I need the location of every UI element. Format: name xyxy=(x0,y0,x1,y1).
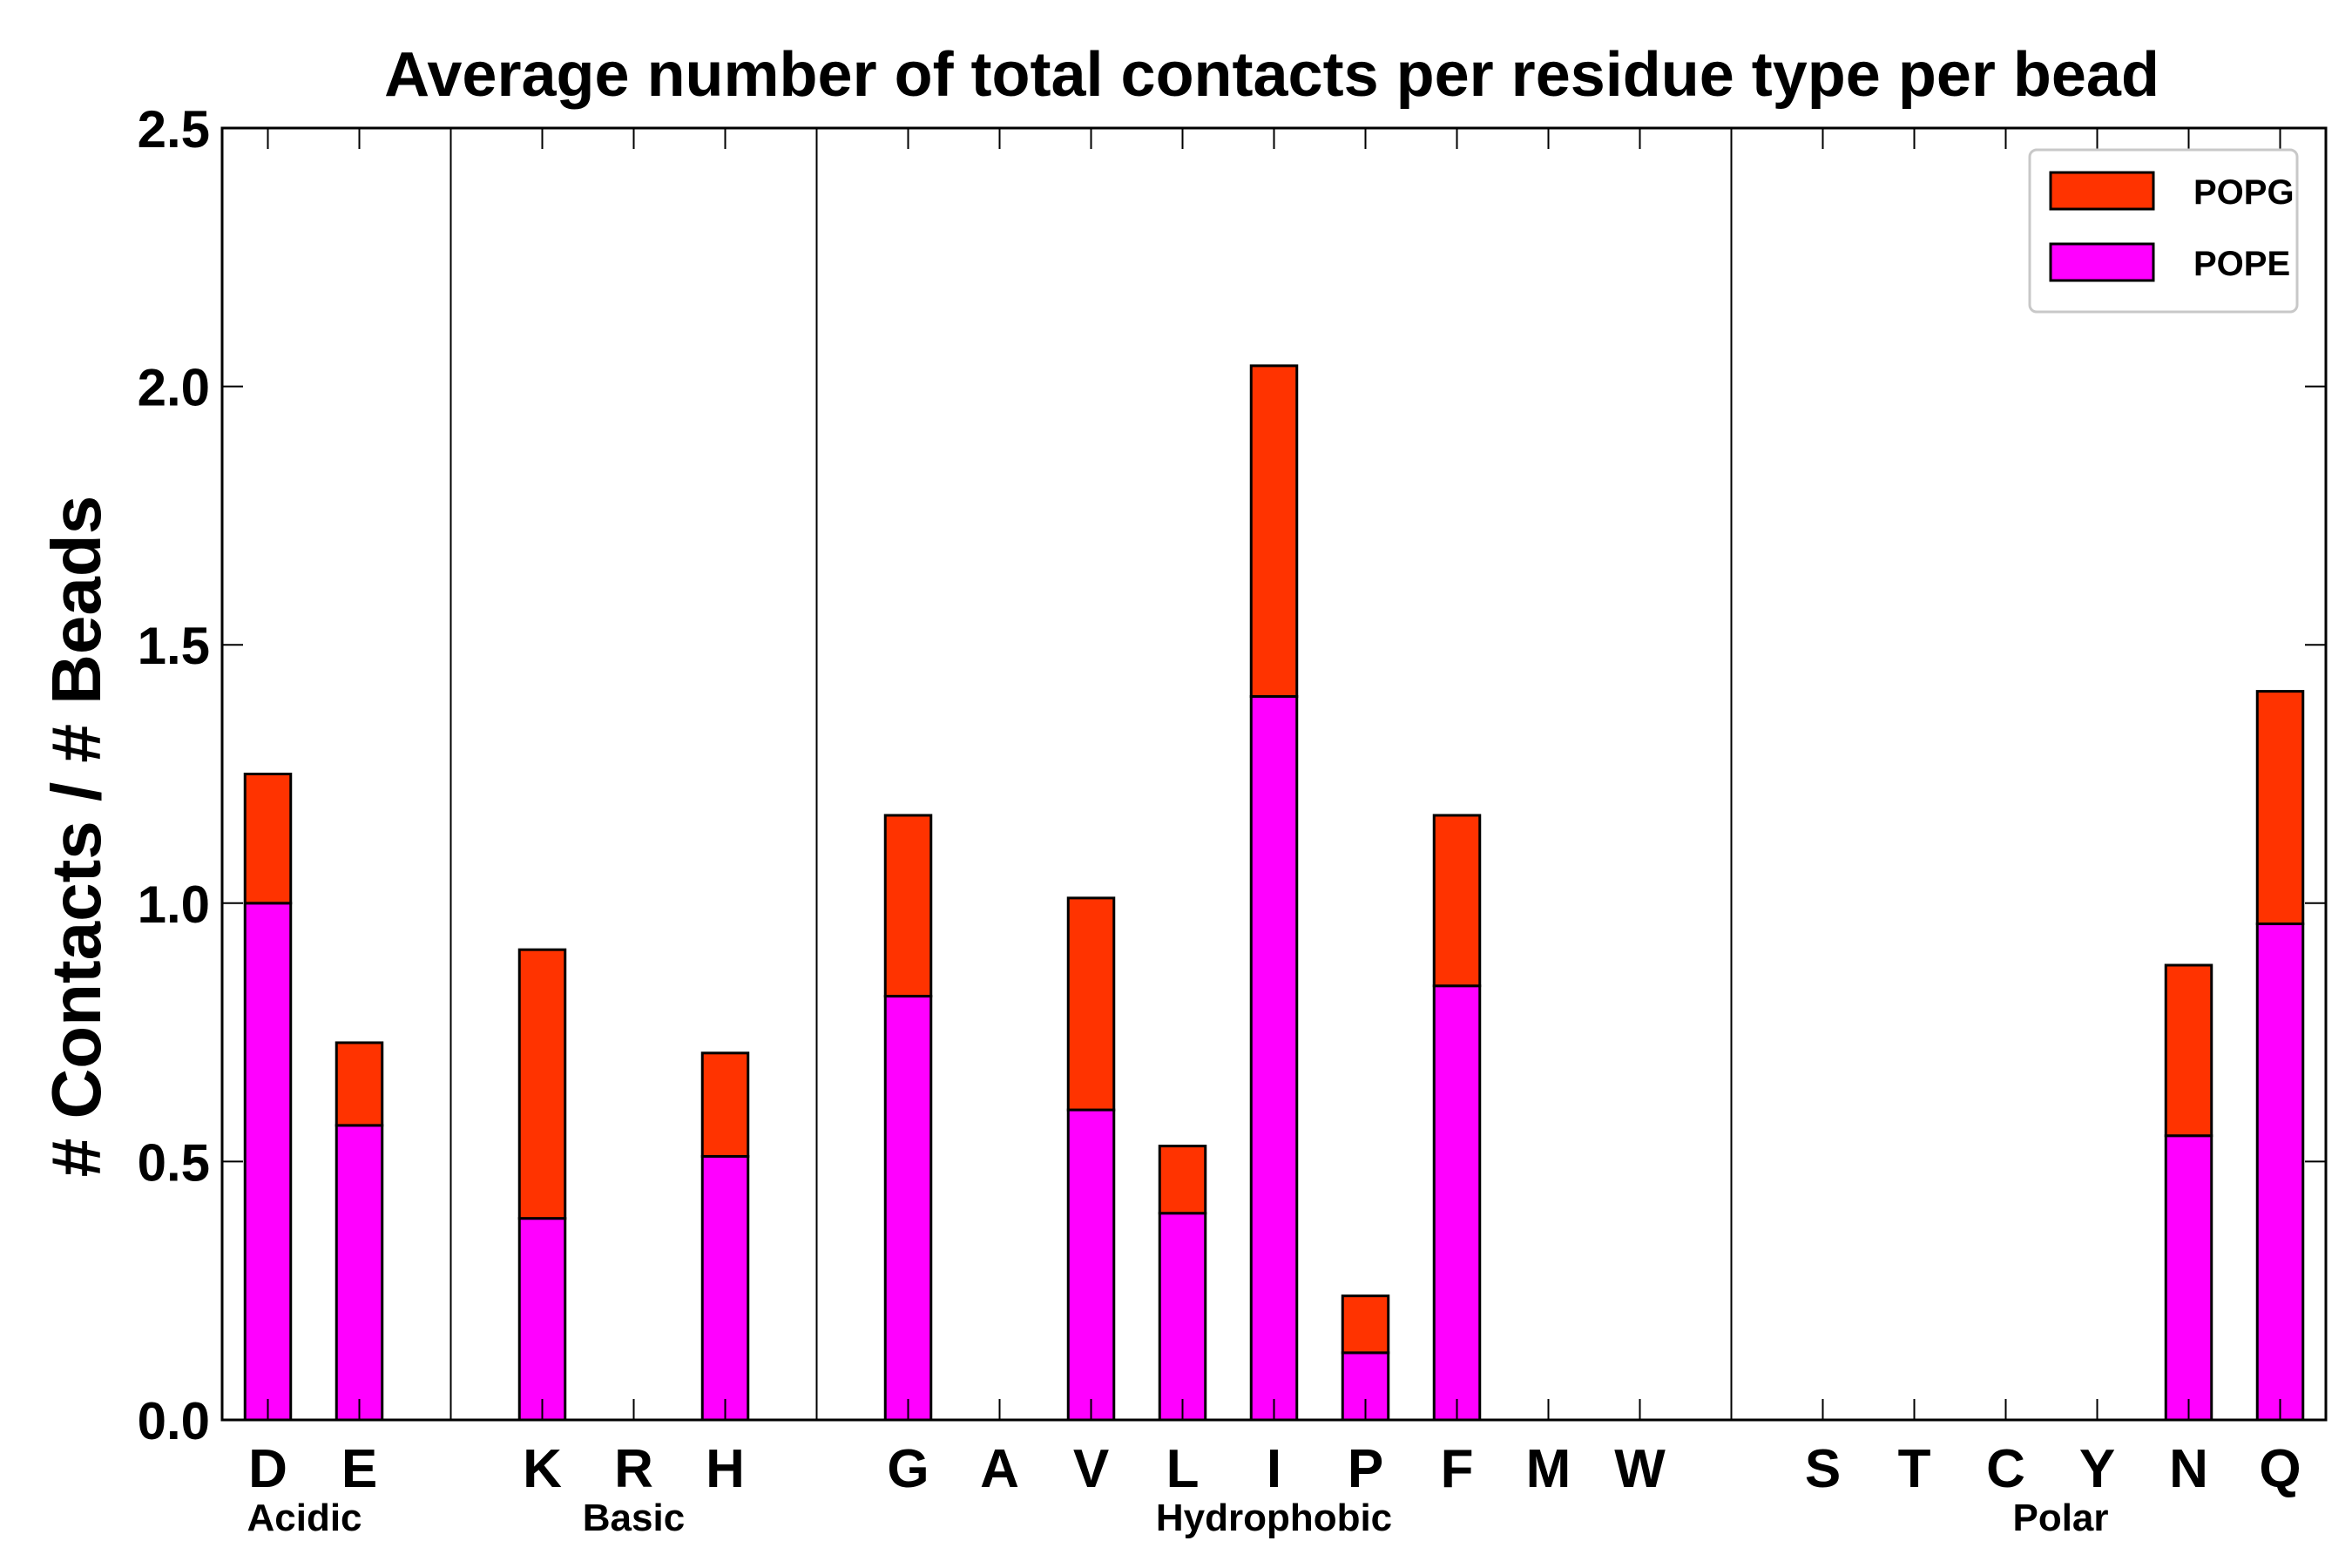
legend-swatch-popg xyxy=(2049,171,2155,211)
xtick-label-C: C xyxy=(1986,1439,2025,1499)
xtick-label-E: E xyxy=(341,1439,377,1499)
group-labels: Acidic Basic Hydrophobic Polar xyxy=(247,1497,2108,1539)
bar-popg-L xyxy=(1158,1145,1207,1215)
xtick-label-Y: Y xyxy=(2079,1439,2115,1499)
xtick-label-D: D xyxy=(248,1439,287,1499)
ytick-label-1.5: 1.5 xyxy=(138,617,210,675)
group-label-hydrophobic: Hydrophobic xyxy=(1156,1497,1392,1539)
bar-pope-H xyxy=(700,1154,750,1422)
bar-pope-K xyxy=(517,1217,567,1422)
bar-popg-K xyxy=(517,948,567,1220)
xtick-label-R: R xyxy=(614,1439,653,1499)
xtick-label-H: H xyxy=(706,1439,745,1499)
bar-pope-E xyxy=(335,1124,384,1422)
group-label-basic: Basic xyxy=(583,1497,685,1539)
bar-pope-V xyxy=(1066,1108,1116,1422)
bar-popg-V xyxy=(1066,896,1116,1112)
ytick-label-1.0: 1.0 xyxy=(138,875,210,934)
xtick-label-M: M xyxy=(1526,1439,1571,1499)
xtick-label-P: P xyxy=(1348,1439,1383,1499)
xtick-label-W: W xyxy=(1614,1439,1666,1499)
bar-popg-P xyxy=(1341,1294,1390,1355)
ytick-label-0.0: 0.0 xyxy=(138,1392,210,1450)
xtick-label-N: N xyxy=(2169,1439,2208,1499)
y-axis-label: # Contacts / # Beads xyxy=(37,496,115,1178)
plot-frame xyxy=(220,126,2328,1422)
xtick-label-F: F xyxy=(1441,1439,1474,1499)
y-axis-ticks: 0.0 0.5 1.0 1.5 2.0 2.5 xyxy=(138,100,2326,1450)
bar-pope-I xyxy=(1249,695,1299,1422)
bars-layer xyxy=(243,364,2305,1422)
bar-pope-L xyxy=(1158,1212,1207,1422)
legend-label-popg: POPG xyxy=(2193,173,2295,212)
bar-popg-H xyxy=(700,1051,750,1158)
legend-swatch-pope xyxy=(2049,242,2155,282)
xtick-label-K: K xyxy=(523,1439,562,1499)
bar-popg-F xyxy=(1432,814,1482,988)
bar-pope-Q xyxy=(2255,923,2305,1422)
chart-title: Average number of total contacts per res… xyxy=(384,40,2159,110)
bar-popg-N xyxy=(2164,963,2213,1138)
xtick-label-Q: Q xyxy=(2259,1439,2301,1499)
legend-label-pope: POPE xyxy=(2193,245,2290,283)
bar-popg-D xyxy=(243,773,293,905)
xtick-label-V: V xyxy=(1073,1439,1109,1499)
ytick-label-2.5: 2.5 xyxy=(138,100,210,159)
ytick-label-2.0: 2.0 xyxy=(138,359,210,417)
xtick-label-G: G xyxy=(887,1439,929,1499)
xtick-label-T: T xyxy=(1898,1439,1931,1499)
xtick-label-S: S xyxy=(1805,1439,1841,1499)
ytick-label-0.5: 0.5 xyxy=(138,1133,210,1192)
xtick-label-I: I xyxy=(1267,1439,1281,1499)
bar-popg-I xyxy=(1249,364,1299,699)
bar-popg-Q xyxy=(2255,690,2305,926)
group-label-acidic: Acidic xyxy=(247,1497,362,1539)
group-label-polar: Polar xyxy=(2012,1497,2108,1539)
legend: POPG POPE xyxy=(2028,148,2299,314)
bar-pope-N xyxy=(2164,1134,2213,1422)
xtick-label-A: A xyxy=(980,1439,1019,1499)
bar-pope-G xyxy=(883,995,933,1422)
group-separators xyxy=(449,128,1733,1420)
bar-popg-E xyxy=(335,1041,384,1127)
bar-pope-F xyxy=(1432,984,1482,1422)
xtick-label-L: L xyxy=(1166,1439,1200,1499)
bar-pope-D xyxy=(243,902,293,1422)
bar-popg-G xyxy=(883,814,933,998)
